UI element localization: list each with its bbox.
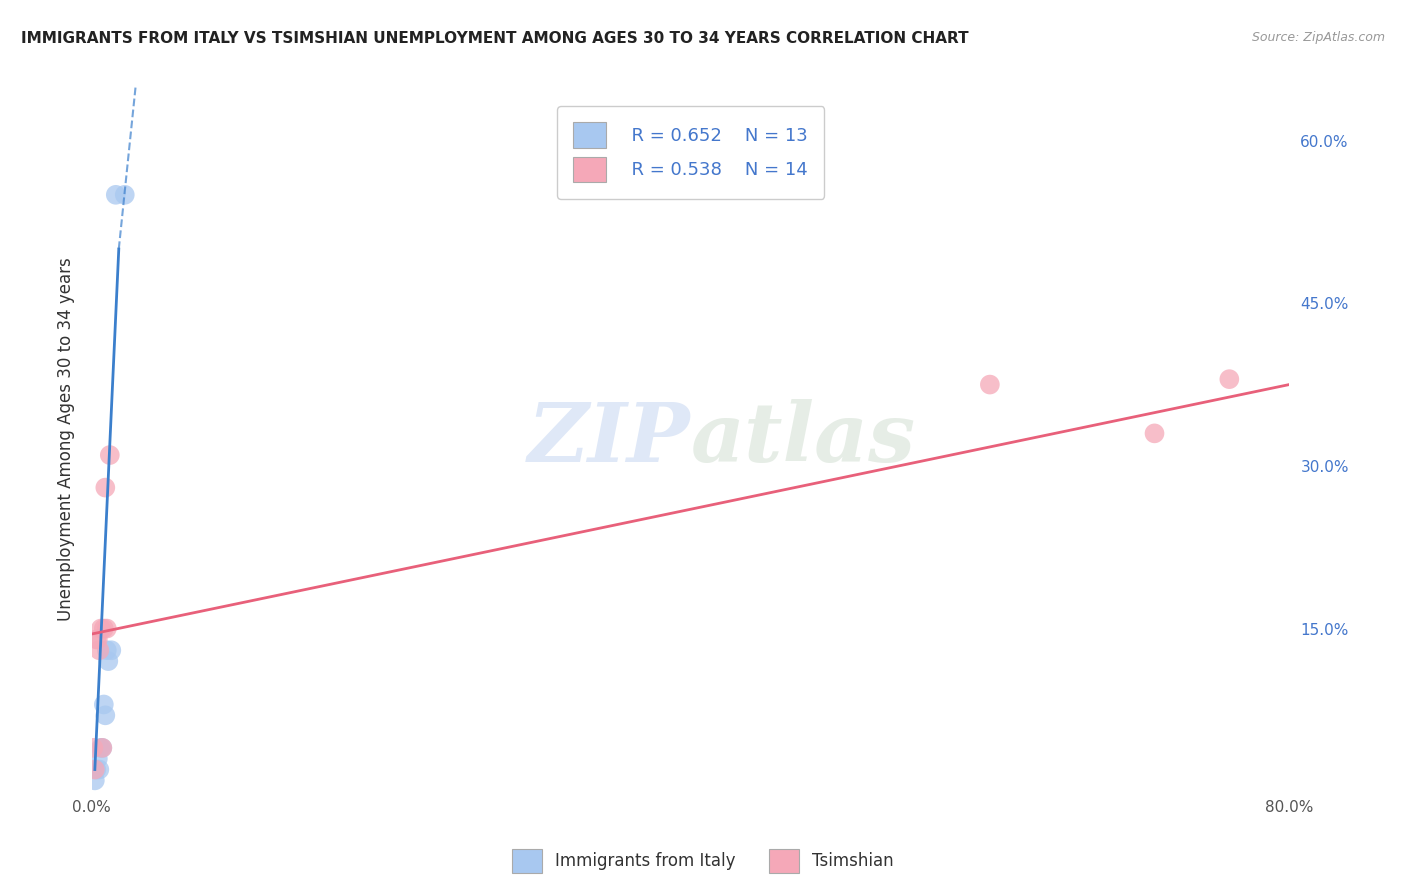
Point — [86, 632, 108, 647]
Text: ZIP: ZIP — [527, 399, 690, 479]
Legend:   R = 0.652    N = 13,   R = 0.538    N = 14: R = 0.652 N = 13, R = 0.538 N = 14 — [557, 106, 824, 199]
Point — [87, 752, 110, 766]
Point — [100, 643, 122, 657]
Point — [91, 740, 114, 755]
Point — [104, 187, 127, 202]
Text: atlas: atlas — [690, 399, 915, 479]
Point — [90, 740, 112, 755]
Point — [94, 481, 117, 495]
Point — [89, 643, 111, 657]
Point — [98, 448, 121, 462]
Y-axis label: Unemployment Among Ages 30 to 34 years: Unemployment Among Ages 30 to 34 years — [58, 257, 75, 621]
Point — [87, 632, 110, 647]
Point — [93, 622, 115, 636]
Point — [1143, 426, 1166, 441]
Point — [89, 763, 111, 777]
Point — [94, 708, 117, 723]
Point — [83, 763, 105, 777]
Text: Source: ZipAtlas.com: Source: ZipAtlas.com — [1251, 31, 1385, 45]
Point — [114, 187, 136, 202]
Point — [979, 377, 1001, 392]
Point — [97, 654, 120, 668]
Point — [86, 763, 108, 777]
Point — [1218, 372, 1240, 386]
Point — [96, 622, 118, 636]
Point — [91, 740, 114, 755]
Text: IMMIGRANTS FROM ITALY VS TSIMSHIAN UNEMPLOYMENT AMONG AGES 30 TO 34 YEARS CORREL: IMMIGRANTS FROM ITALY VS TSIMSHIAN UNEMP… — [21, 31, 969, 46]
Legend: Immigrants from Italy, Tsimshian: Immigrants from Italy, Tsimshian — [505, 842, 901, 880]
Point — [93, 698, 115, 712]
Point — [83, 773, 105, 788]
Point — [82, 740, 104, 755]
Point — [90, 622, 112, 636]
Point — [96, 643, 118, 657]
